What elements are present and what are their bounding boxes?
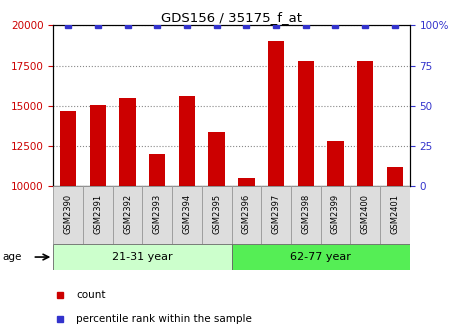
Text: 21-31 year: 21-31 year (112, 252, 173, 262)
FancyBboxPatch shape (380, 186, 410, 244)
FancyBboxPatch shape (113, 186, 143, 244)
Text: GSM2391: GSM2391 (94, 194, 102, 234)
Bar (179, 96, 195, 186)
FancyBboxPatch shape (320, 186, 350, 244)
Text: GSM2399: GSM2399 (331, 194, 340, 234)
FancyBboxPatch shape (143, 186, 172, 244)
Text: GSM2390: GSM2390 (63, 194, 73, 234)
Text: GSM2396: GSM2396 (242, 194, 251, 234)
FancyBboxPatch shape (232, 186, 261, 244)
FancyBboxPatch shape (172, 186, 202, 244)
Bar (298, 61, 314, 186)
Text: GSM2392: GSM2392 (123, 194, 132, 234)
Bar (149, 154, 165, 186)
FancyBboxPatch shape (202, 186, 232, 244)
Bar (119, 98, 136, 186)
FancyBboxPatch shape (83, 186, 113, 244)
Text: GSM2397: GSM2397 (272, 194, 281, 234)
Text: GSM2393: GSM2393 (153, 194, 162, 234)
Bar (387, 167, 403, 186)
Text: age: age (2, 252, 22, 262)
Text: GSM2401: GSM2401 (390, 194, 400, 234)
Bar (238, 178, 255, 186)
Text: GSM2394: GSM2394 (182, 194, 191, 234)
Text: GSM2395: GSM2395 (212, 194, 221, 234)
FancyBboxPatch shape (261, 186, 291, 244)
Bar (90, 105, 106, 186)
Text: count: count (76, 290, 106, 300)
Text: GSM2400: GSM2400 (361, 194, 369, 234)
Text: GSM2398: GSM2398 (301, 194, 310, 234)
Bar (60, 111, 76, 186)
FancyBboxPatch shape (291, 186, 320, 244)
FancyBboxPatch shape (350, 186, 380, 244)
Bar (268, 41, 284, 186)
Text: percentile rank within the sample: percentile rank within the sample (76, 314, 252, 324)
FancyBboxPatch shape (232, 244, 410, 270)
FancyBboxPatch shape (53, 186, 83, 244)
Bar (327, 141, 344, 186)
Title: GDS156 / 35175_f_at: GDS156 / 35175_f_at (161, 11, 302, 24)
Text: 62-77 year: 62-77 year (290, 252, 351, 262)
Bar (208, 132, 225, 186)
FancyBboxPatch shape (53, 244, 232, 270)
Bar (357, 61, 373, 186)
